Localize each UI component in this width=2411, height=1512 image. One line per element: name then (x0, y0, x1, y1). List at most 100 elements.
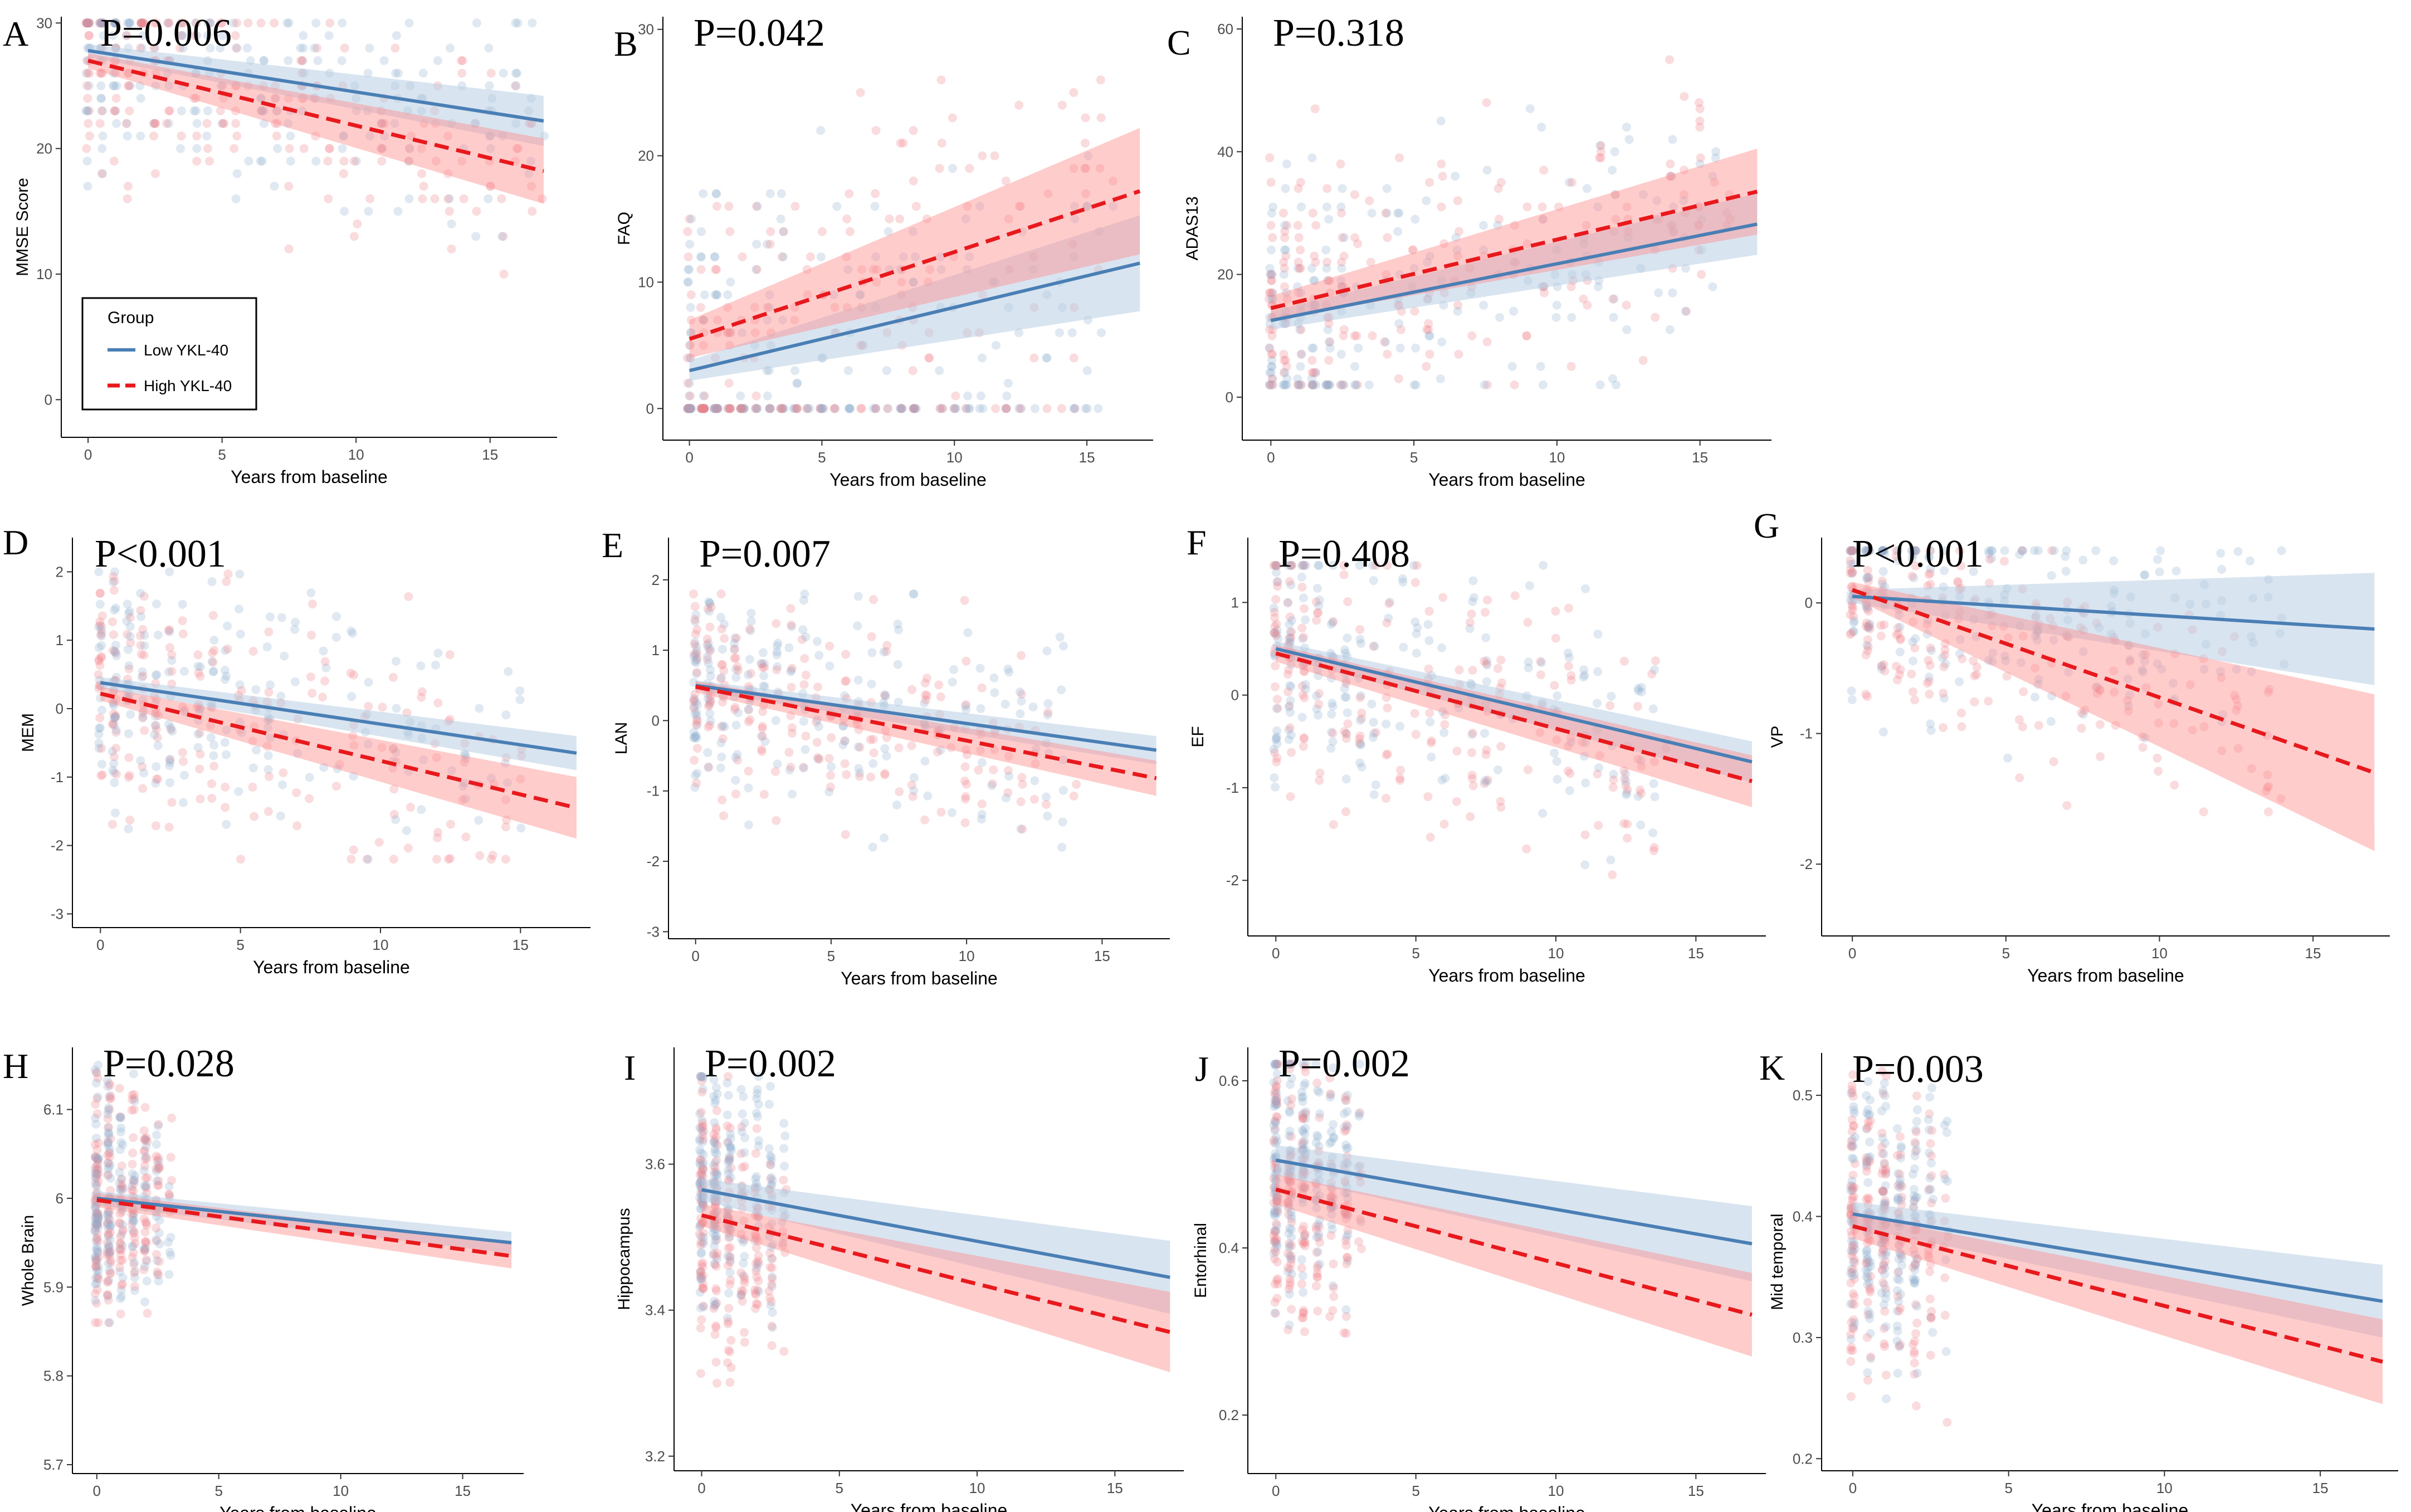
scatter-point-high (1425, 178, 1434, 187)
y-tick-label: -1 (51, 769, 64, 786)
scatter-point-low (949, 665, 959, 674)
scatter-point-high (499, 270, 509, 279)
scatter-point-high (1383, 233, 1392, 242)
scatter-point-high (377, 157, 387, 166)
scatter-point-low (1863, 1269, 1872, 1278)
scatter-point-high (1265, 153, 1275, 163)
scatter-point-high (177, 131, 186, 141)
scatter-point-low (1552, 300, 1561, 310)
scatter-point-high (95, 713, 105, 723)
scatter-point-low (736, 391, 745, 401)
scatter-point-high (686, 290, 696, 300)
scatter-point-low (963, 628, 973, 637)
scatter-point-high (216, 18, 226, 28)
scatter-point-high (697, 1087, 707, 1097)
scatter-point-low (1296, 362, 1305, 371)
scatter-point-high (96, 588, 105, 598)
scatter-point-low (404, 157, 413, 166)
scatter-point-high (1925, 1294, 1935, 1304)
scatter-point-low (1893, 1368, 1902, 1378)
scatter-point-high (1865, 1283, 1875, 1292)
scatter-point-low (961, 214, 970, 223)
scatter-point-high (1266, 178, 1276, 187)
scatter-point-low (319, 646, 328, 656)
scatter-point-low (683, 277, 692, 287)
scatter-point-low (948, 808, 956, 817)
scatter-point-low (1624, 135, 1634, 144)
scatter-point-low (259, 106, 269, 115)
scatter-point-low (1864, 1110, 1873, 1120)
scatter-point-low (778, 315, 787, 325)
scatter-point-high (696, 404, 705, 413)
scatter-point-low (738, 404, 747, 413)
scatter-point-high (374, 837, 384, 847)
scatter-point-low (1395, 721, 1405, 731)
scatter-point-low (712, 290, 722, 300)
scatter-point-low (137, 18, 147, 28)
scatter-point-low (209, 751, 218, 760)
y-tick-label: 3.6 (645, 1156, 665, 1173)
scatter-point-high (1483, 596, 1492, 605)
scatter-point-low (799, 716, 808, 726)
scatter-point-low (1912, 1301, 1921, 1311)
scatter-point-low (778, 404, 788, 413)
scatter-point-high (684, 404, 694, 413)
scatter-point-high (1940, 1273, 1950, 1282)
scatter-point-low (1482, 777, 1491, 787)
scatter-point-low (277, 613, 286, 622)
scatter-point-high (1339, 1328, 1349, 1338)
scatter-point-high (806, 252, 815, 261)
scatter-point-low (501, 710, 511, 720)
scatter-point-low (251, 685, 261, 694)
scatter-point-low (709, 404, 719, 413)
scatter-point-high (221, 782, 230, 792)
scatter-point-low (696, 1303, 705, 1313)
scatter-point-low (1299, 1109, 1307, 1118)
scatter-point-high (692, 720, 701, 729)
scatter-point-high (475, 851, 485, 860)
scatter-point-high (696, 1369, 705, 1378)
scatter-point-high (207, 793, 217, 803)
scatter-point-low (126, 710, 135, 719)
scatter-point-low (723, 1110, 732, 1120)
scatter-point-low (765, 303, 774, 312)
scatter-point-low (1910, 1278, 1919, 1287)
scatter-point-high (896, 404, 906, 413)
scatter-point-high (151, 169, 160, 178)
scatter-point-high (178, 629, 188, 638)
scatter-point-high (711, 265, 720, 274)
scatter-point-high (793, 404, 802, 413)
scatter-point-high (1266, 380, 1275, 389)
scatter-point-low (696, 404, 706, 413)
scatter-point-high (1623, 820, 1632, 829)
scatter-point-high (730, 645, 739, 654)
scatter-point-low (1357, 762, 1366, 772)
scatter-point-low (513, 18, 523, 28)
scatter-point-low (2078, 555, 2088, 565)
scatter-point-high (1279, 257, 1289, 267)
scatter-point-low (1322, 202, 1331, 212)
scatter-point-high (778, 404, 787, 413)
scatter-point-high (1017, 773, 1027, 782)
scatter-point-high (1540, 288, 1549, 297)
scatter-point-high (1696, 153, 1705, 163)
scatter-point-high (752, 202, 762, 211)
scatter-point-low (1482, 677, 1491, 686)
y-tick-label: -1 (1226, 779, 1239, 796)
scatter-point-low (1648, 704, 1658, 714)
y-tick-label: -2 (1226, 872, 1239, 889)
scatter-point-high (2034, 721, 2043, 730)
p-value: P=0.003 (1852, 1048, 1984, 1091)
scatter-point-low (218, 31, 227, 40)
scatter-point-high (458, 56, 467, 65)
scatter-point-high (1278, 208, 1288, 218)
scatter-point-low (152, 599, 161, 609)
scatter-point-high (1427, 738, 1436, 748)
scatter-point-high (1394, 374, 1403, 383)
y-tick-label: -2 (51, 837, 64, 854)
scatter-point-low (271, 94, 281, 103)
scatter-point-low (935, 366, 944, 375)
scatter-point-low (96, 81, 106, 90)
scatter-point-high (740, 1338, 749, 1347)
